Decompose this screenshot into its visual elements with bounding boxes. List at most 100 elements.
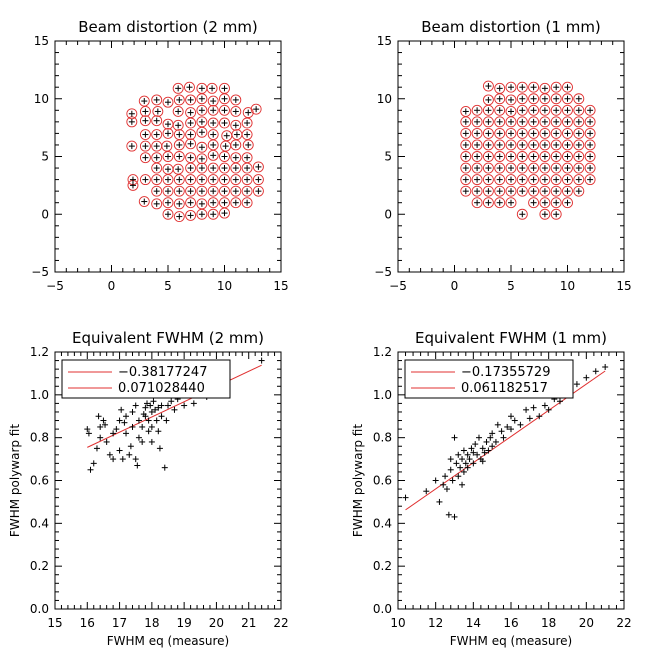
circle-marker xyxy=(539,116,551,128)
circle-marker xyxy=(539,174,551,186)
plus-marker xyxy=(462,130,469,137)
circle-marker xyxy=(471,162,483,174)
plus-marker xyxy=(93,445,100,452)
circle-marker xyxy=(584,139,596,151)
circle-marker xyxy=(505,139,517,151)
plus-marker xyxy=(232,199,239,206)
circle-marker xyxy=(139,140,151,152)
plus-marker xyxy=(602,363,609,370)
plus-marker xyxy=(103,438,110,445)
circle-marker xyxy=(528,197,540,209)
circle-marker xyxy=(230,185,242,197)
plus-marker xyxy=(153,165,160,172)
x-tick-label: 20 xyxy=(209,616,224,630)
circle-marker xyxy=(206,82,218,94)
plus-marker xyxy=(165,188,171,195)
plus-marker xyxy=(175,122,182,129)
plus-marker xyxy=(472,441,479,448)
circle-marker xyxy=(539,151,551,162)
y-tick-label: 0 xyxy=(384,207,392,221)
plus-marker xyxy=(221,176,228,183)
circle-marker xyxy=(573,162,585,174)
plus-marker xyxy=(530,153,537,160)
x-tick-label: 10 xyxy=(217,279,232,293)
plus-marker xyxy=(128,143,135,150)
plus-marker xyxy=(432,477,439,484)
plus-marker xyxy=(459,456,466,463)
circle-marker xyxy=(482,197,494,209)
circle-marker xyxy=(550,197,562,209)
circle-marker xyxy=(230,139,242,151)
x-tick-label: 22 xyxy=(616,616,631,630)
circle-marker xyxy=(505,197,517,209)
circle-marker xyxy=(241,129,253,141)
plus-marker xyxy=(210,141,217,148)
plus-marker xyxy=(564,95,571,102)
y-tick-label: 0.6 xyxy=(30,474,49,488)
plus-marker xyxy=(474,107,481,114)
plus-marker xyxy=(511,417,518,424)
circle-marker xyxy=(516,139,528,151)
plus-marker xyxy=(496,165,503,172)
x-tick-label: 0 xyxy=(451,279,459,293)
circle-marker xyxy=(550,81,562,93)
plus-marker xyxy=(187,199,194,206)
plus-marker xyxy=(244,165,251,172)
plus-marker xyxy=(232,122,239,129)
circle-marker xyxy=(230,119,242,131)
circle-marker xyxy=(172,163,184,175)
plus-marker xyxy=(116,447,123,454)
circle-marker xyxy=(185,129,197,141)
plus-marker xyxy=(210,188,217,195)
plus-marker xyxy=(144,400,151,407)
plus-marker xyxy=(443,486,450,493)
circle-marker xyxy=(528,116,540,128)
plus-marker xyxy=(176,213,183,220)
plus-marker xyxy=(541,95,548,102)
plus-marker xyxy=(455,451,462,458)
plus-marker xyxy=(153,96,160,103)
plus-marker xyxy=(158,413,165,420)
circle-marker xyxy=(241,174,253,186)
plus-marker xyxy=(545,406,552,413)
circle-marker xyxy=(241,197,253,209)
circle-marker xyxy=(482,151,494,162)
plus-marker xyxy=(175,85,182,92)
circle-marker xyxy=(196,104,208,116)
circle-marker xyxy=(494,93,506,105)
circle-marker xyxy=(528,104,540,116)
plus-marker xyxy=(253,106,260,113)
plus-marker xyxy=(451,434,458,441)
circle-marker xyxy=(516,93,528,105)
plus-marker xyxy=(587,130,594,137)
plus-marker xyxy=(496,85,503,92)
plus-marker xyxy=(508,176,514,183)
plus-marker xyxy=(221,199,228,206)
plus-marker xyxy=(553,107,560,114)
circle-marker xyxy=(173,185,185,197)
x-tick-label: 17 xyxy=(112,616,127,630)
x-tick-label: 20 xyxy=(579,616,594,630)
plus-marker xyxy=(460,468,467,475)
circle-marker xyxy=(173,151,185,162)
plus-marker xyxy=(176,153,183,160)
circle-marker xyxy=(138,95,150,107)
plus-marker xyxy=(148,423,155,430)
circle-marker xyxy=(139,152,151,164)
fit-line xyxy=(87,364,262,448)
circle-marker xyxy=(528,162,540,174)
x-axis-label: FWHM eq (measure) xyxy=(107,634,229,648)
plus-marker xyxy=(232,188,239,195)
circle-marker xyxy=(207,208,219,220)
x-tick-label: 18 xyxy=(541,616,556,630)
plus-marker xyxy=(150,398,157,405)
plus-marker xyxy=(575,130,582,137)
plus-marker xyxy=(187,212,194,219)
circle-marker xyxy=(250,103,262,115)
plus-marker xyxy=(519,188,526,195)
circle-marker xyxy=(139,129,151,141)
plus-marker xyxy=(553,199,560,206)
circle-marker xyxy=(494,174,506,186)
plus-marker xyxy=(453,460,460,467)
